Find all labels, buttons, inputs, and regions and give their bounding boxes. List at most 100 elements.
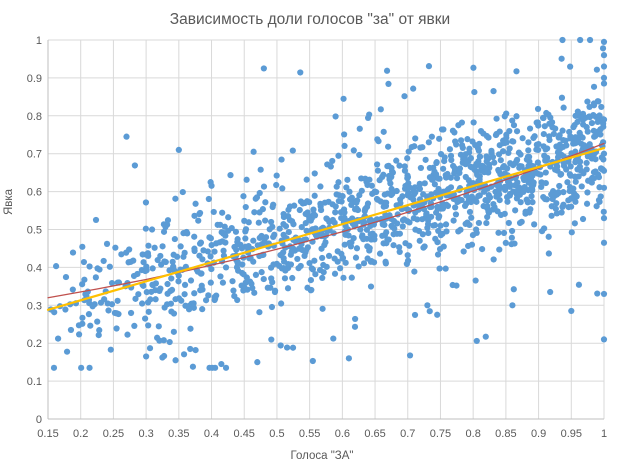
scatter-point (521, 183, 528, 191)
scatter-point (540, 143, 547, 150)
scatter-point (568, 203, 575, 210)
scatter-point (75, 331, 83, 338)
scatter-point (232, 228, 240, 235)
scatter-point (270, 233, 277, 241)
scatter-point (425, 63, 433, 70)
scatter-point (444, 170, 451, 178)
scatter-point (545, 250, 552, 257)
scatter-point (167, 300, 175, 307)
scatter-point (148, 226, 156, 233)
scatter-point (457, 151, 464, 158)
scatter-point (211, 248, 218, 255)
scatter-point (289, 218, 296, 225)
scatter-point (145, 242, 152, 249)
scatter-point (442, 265, 449, 272)
scatter-point (146, 345, 154, 352)
scatter-point (303, 227, 310, 234)
scatter-point (229, 278, 236, 285)
scatter-point (421, 243, 428, 250)
scatter-point (473, 198, 480, 205)
scatter-point (424, 302, 431, 309)
scatter-point (490, 200, 497, 208)
scatter-point (565, 158, 572, 165)
scatter-point (278, 156, 285, 163)
scatter-point (100, 257, 107, 265)
scatter-point (567, 63, 574, 70)
scatter-point (422, 156, 429, 163)
scatter-point (597, 131, 604, 138)
scatter-point (458, 119, 466, 126)
scatter-point (517, 151, 524, 158)
scatter-point (108, 279, 116, 287)
scatter-point (495, 166, 502, 174)
scatter-point (295, 265, 302, 272)
scatter-point (534, 105, 542, 113)
scatter-point (600, 38, 608, 45)
scatter-point (208, 265, 215, 273)
scatter-point (548, 212, 555, 219)
scatter-point (443, 228, 450, 235)
scatter-point (230, 287, 237, 294)
scatter-point (382, 211, 389, 219)
tick-labels: 0.15 0.2 0.25 0.3 0.35 0.4 0.45 0.5 0.55 0.6 0.65 0… (27, 35, 607, 440)
scatter-point (518, 163, 525, 170)
scatter-point (329, 157, 336, 165)
scatter-point (461, 202, 469, 210)
scatter-point (280, 213, 288, 221)
scatter-point (399, 193, 406, 200)
scatter-point (509, 302, 516, 309)
scatter-point (412, 135, 419, 142)
scatter-point (483, 132, 490, 140)
scatter-point (352, 315, 359, 323)
scatter-point (152, 296, 159, 303)
scatter-point (573, 193, 580, 200)
scatter-point (440, 165, 447, 172)
scatter-point (416, 237, 423, 244)
scatter-point (78, 364, 85, 371)
scatter-point (284, 285, 292, 292)
scatter-point (114, 297, 121, 304)
scatter-point (256, 234, 263, 241)
scatter-point (499, 164, 507, 171)
scatter-point (484, 213, 491, 221)
scatter-point (348, 194, 355, 201)
x-tick-label: 0.8 (466, 428, 481, 440)
scatter-point (242, 235, 249, 242)
scatter-point (560, 159, 567, 167)
scatter-point (126, 246, 133, 253)
y-tick-label: 0.9 (27, 73, 42, 85)
scatter-point (592, 156, 599, 163)
scatter-point (586, 103, 593, 111)
scatter-point (405, 148, 412, 155)
scatter-point (425, 139, 432, 146)
scatter-point (558, 209, 565, 216)
scatter-point (256, 309, 263, 316)
scatter-point (69, 249, 77, 256)
scatter-point (172, 195, 179, 202)
scatter-point (596, 112, 603, 119)
scatter-point (556, 132, 563, 139)
scatter-point (348, 201, 355, 209)
scatter-point (396, 248, 403, 256)
scatter-point (379, 232, 386, 239)
scatter-point (317, 206, 325, 214)
scatter-point (175, 278, 182, 285)
scatter-point (456, 169, 463, 177)
scatter-point (534, 119, 541, 126)
scatter-point (157, 285, 164, 292)
scatter-point (101, 296, 108, 303)
scatter-point (490, 256, 497, 263)
scatter-point (187, 325, 194, 332)
scatter-point (590, 169, 598, 176)
scatter-point (552, 166, 559, 173)
scatter-point (319, 305, 326, 312)
scatter-point (390, 242, 397, 249)
scatter-point (181, 249, 188, 256)
scatter-point (233, 246, 240, 253)
y-tick-label: 0.8 (27, 111, 42, 123)
scatter-point (219, 238, 226, 245)
scatter-point (424, 220, 432, 228)
scatter-point (490, 88, 497, 95)
